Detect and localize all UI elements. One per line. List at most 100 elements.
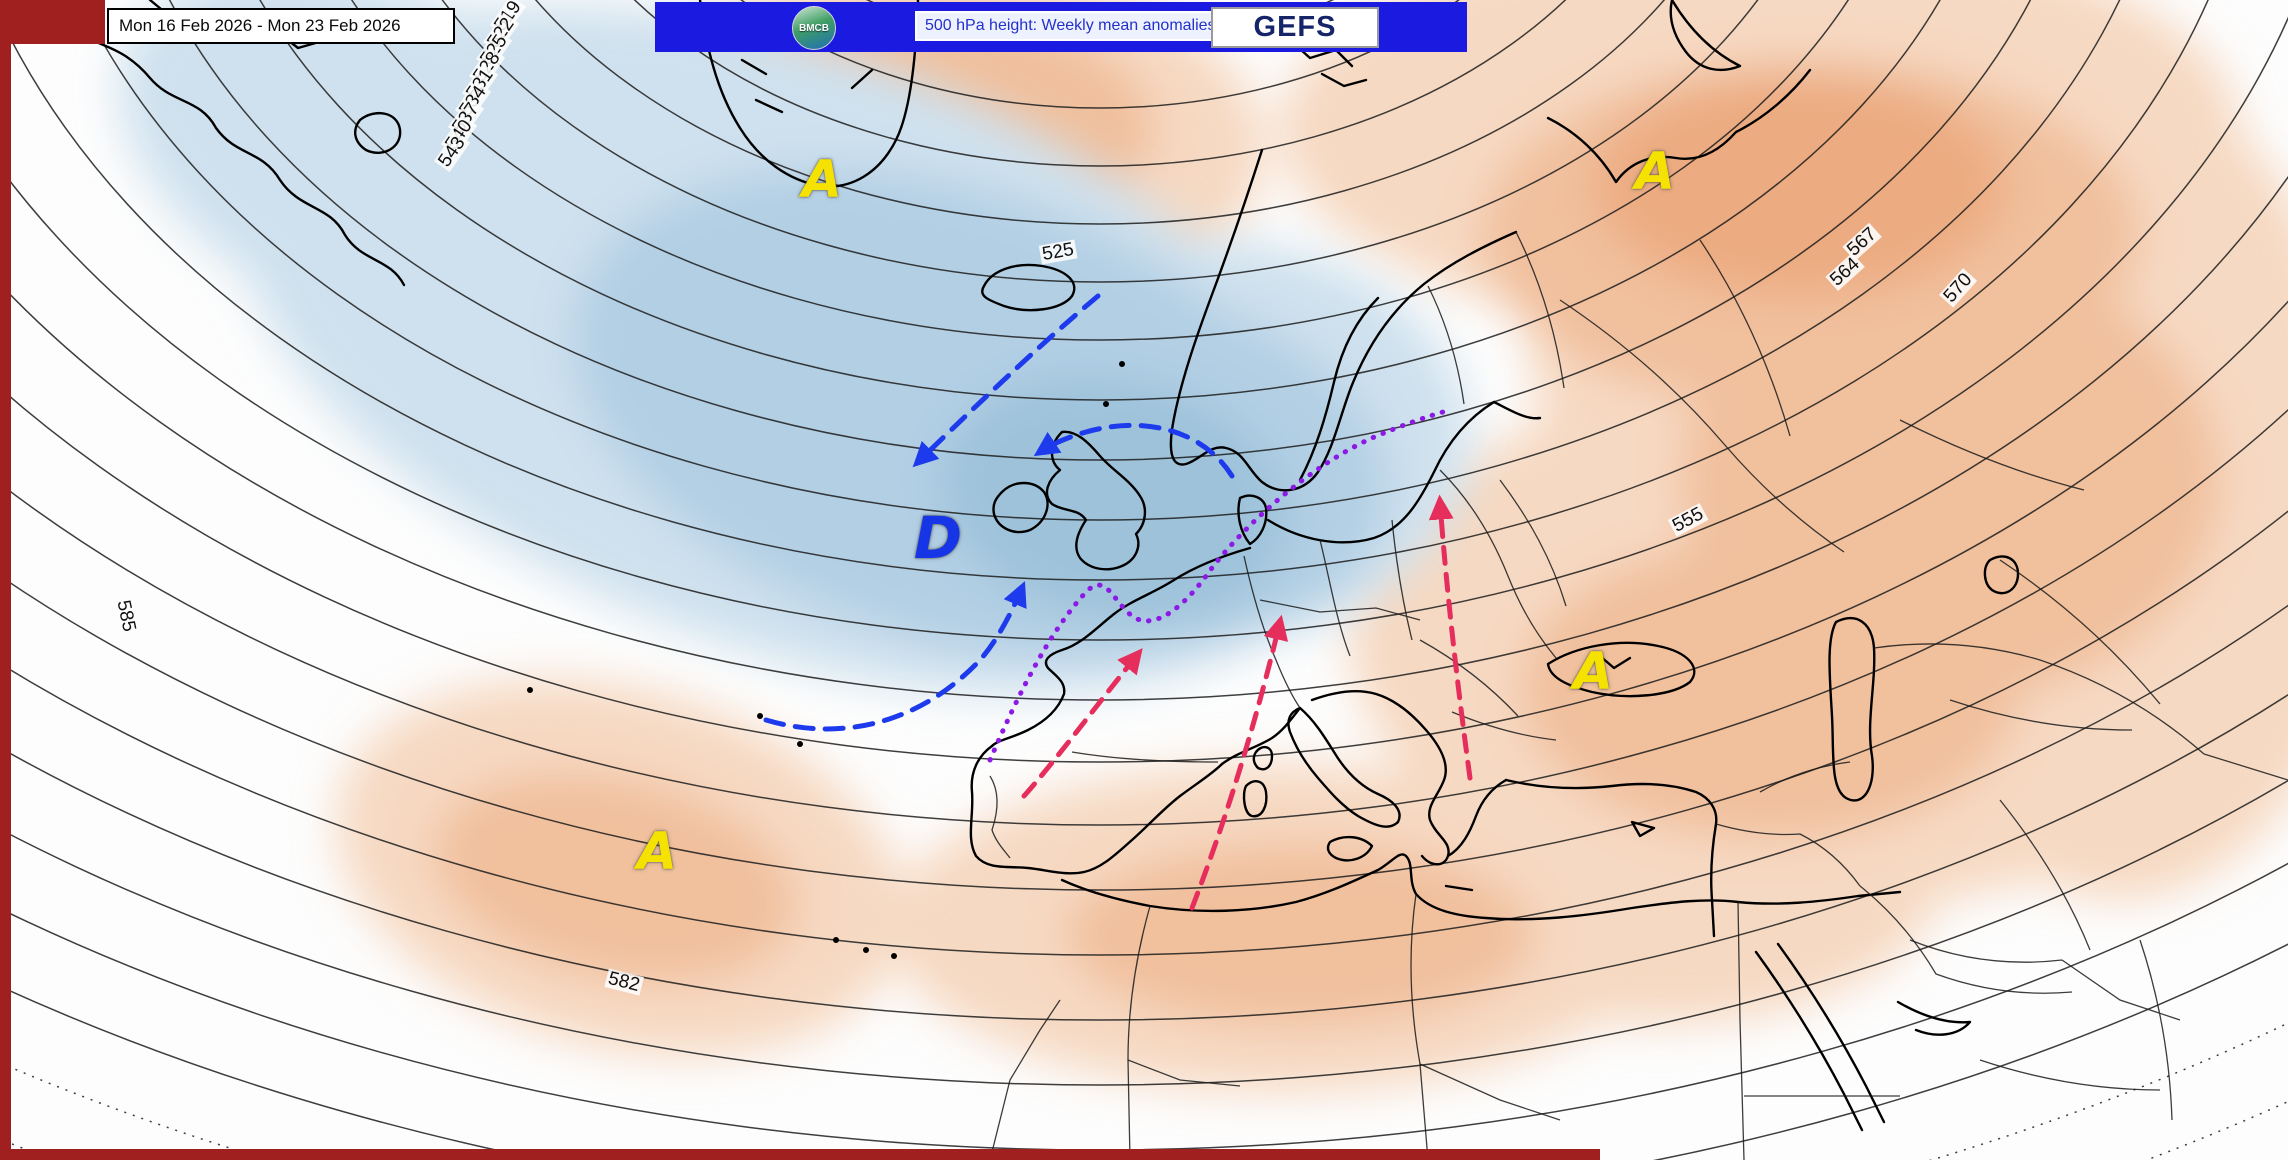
cold-flow-arrow-3 [763, 581, 1027, 732]
contour-line [0, 509, 2288, 891]
coastline-britain [1045, 430, 1147, 571]
warm-anomaly-core [432, 772, 798, 984]
island-madeira-2 [797, 741, 803, 747]
coastline-ireland [992, 481, 1049, 534]
border-pyrenees [1071, 751, 1219, 763]
cold-anomaly-max [942, 377, 1288, 623]
date-range-text: Mon 16 Feb 2026 - Mon 23 Feb 2026 [119, 16, 401, 35]
border-finland-russia [1427, 231, 1565, 405]
border-libya-egypt [1737, 901, 1745, 1160]
border-tunisia-libya [1410, 893, 1429, 1160]
border-russia-west [1559, 239, 1845, 553]
border-portugal-spain [989, 775, 1011, 859]
coastline-crete [1444, 884, 1474, 892]
contour-line [351, 0, 1849, 341]
border-morocco-algeria [1127, 905, 1151, 1160]
front-boundary-line [987, 407, 1453, 763]
bmcb-logo-text: BMCB [799, 22, 829, 34]
contour-line [0, 693, 2288, 1021]
coastlines [46, 0, 2020, 1132]
coastline-greenland [698, 0, 920, 188]
coastline-iceland [981, 263, 1076, 312]
map-frame-bottom [0, 1149, 1600, 1160]
island-canary-3 [891, 953, 897, 959]
coastline-north-africa [1060, 853, 1902, 921]
warm-flow-arrow-italy [1189, 614, 1289, 911]
model-name: GEFS [1253, 11, 1337, 43]
contour-line [0, 408, 2288, 826]
border-arabia [1909, 939, 2181, 1121]
coastline-black-sea [1546, 641, 1696, 698]
coastline-corsica [1252, 745, 1274, 771]
coastline-denmark [1237, 494, 1268, 546]
coastline-cyprus [1630, 820, 1656, 838]
contour-line [0, 15, 2288, 641]
cold-flow-arrow-1 [912, 293, 1101, 468]
contour-line [0, 0, 2209, 581]
coastline-persian-gulf [1896, 1000, 1972, 1036]
coastline-caspian [1828, 617, 1876, 802]
border-russia-east [1873, 419, 2288, 781]
island-faroe [1119, 361, 1125, 367]
coastline-west-europe [990, 546, 1252, 748]
map-title-box: 500 hPa height: Weekly mean anomalies [915, 11, 1226, 41]
contour-line [168, 0, 2032, 461]
coastline-crimea [1598, 654, 1632, 670]
border-iran-iraq [1859, 799, 2091, 994]
bmcb-logo: BMCB [792, 6, 836, 50]
contour-line [441, 0, 1759, 283]
coastline-italy [1287, 706, 1401, 828]
warm-anomaly-core [1520, 540, 2020, 840]
contour-line [633, 0, 1567, 167]
coastline-turkey-levant [1504, 778, 1718, 938]
map-frame-corner [0, 0, 105, 44]
island-canary-2 [863, 947, 869, 953]
contour-line [740, 0, 1460, 109]
map-frame-left [0, 44, 11, 1160]
island-canary-1 [833, 937, 839, 943]
coastline-bothnia [1298, 296, 1380, 482]
border-france-east [1243, 555, 1301, 709]
coastline-white-sea [1546, 68, 1812, 184]
flow-arrows [763, 293, 1473, 911]
warm-anomaly-core [1065, 843, 1535, 1027]
border-sahara [989, 999, 1900, 1160]
border-germany-poland [1259, 519, 1421, 657]
contour-line [259, 0, 1941, 401]
coastline-aegean [1446, 778, 1508, 858]
island-azores [527, 687, 533, 693]
island-shetland [1103, 401, 1109, 407]
coastline-aral [1983, 555, 2020, 595]
coastline-iberia [969, 744, 1224, 875]
date-range-box: Mon 16 Feb 2026 - Mon 23 Feb 2026 [107, 8, 455, 44]
contour-line [0, 604, 2288, 956]
contour-line [79, 0, 2121, 521]
coastline-south-france [1220, 706, 1302, 766]
border-turkey-east [1715, 761, 1861, 887]
warm-flow-arrow-balkans [1428, 494, 1473, 781]
coastline-sardinia [1242, 780, 1268, 818]
map-title: 500 hPa height: Weekly mean anomalies [925, 17, 1216, 34]
cold-anomaly-blob [118, 0, 682, 370]
greenland-fjord [740, 58, 874, 114]
contour-line [0, 300, 2288, 763]
contour-line [0, 779, 2288, 1086]
country-borders [989, 231, 2288, 1160]
contour-line [535, 0, 1665, 225]
coastline-sicily [1326, 835, 1374, 862]
model-badge: GEFS [1211, 7, 1379, 48]
island-madeira [757, 713, 763, 719]
coastline-baltic [1266, 400, 1542, 544]
coastline-arctic-island [354, 111, 402, 154]
coastline-novaya-zemlya [1669, 0, 1742, 72]
coastline-labrador [46, 18, 406, 287]
border-east-europe [1419, 469, 1567, 741]
coastline-scandinavia [1169, 148, 1518, 492]
header-bar: BMCB 500 hPa height: Weekly mean anomali… [655, 2, 1467, 52]
coastline-red-sea [1754, 942, 1886, 1132]
warm-anomaly-max [1595, 75, 2005, 295]
cold-flow-arrow-2 [1033, 423, 1235, 479]
warm-flow-arrow-iberia [1021, 648, 1143, 799]
